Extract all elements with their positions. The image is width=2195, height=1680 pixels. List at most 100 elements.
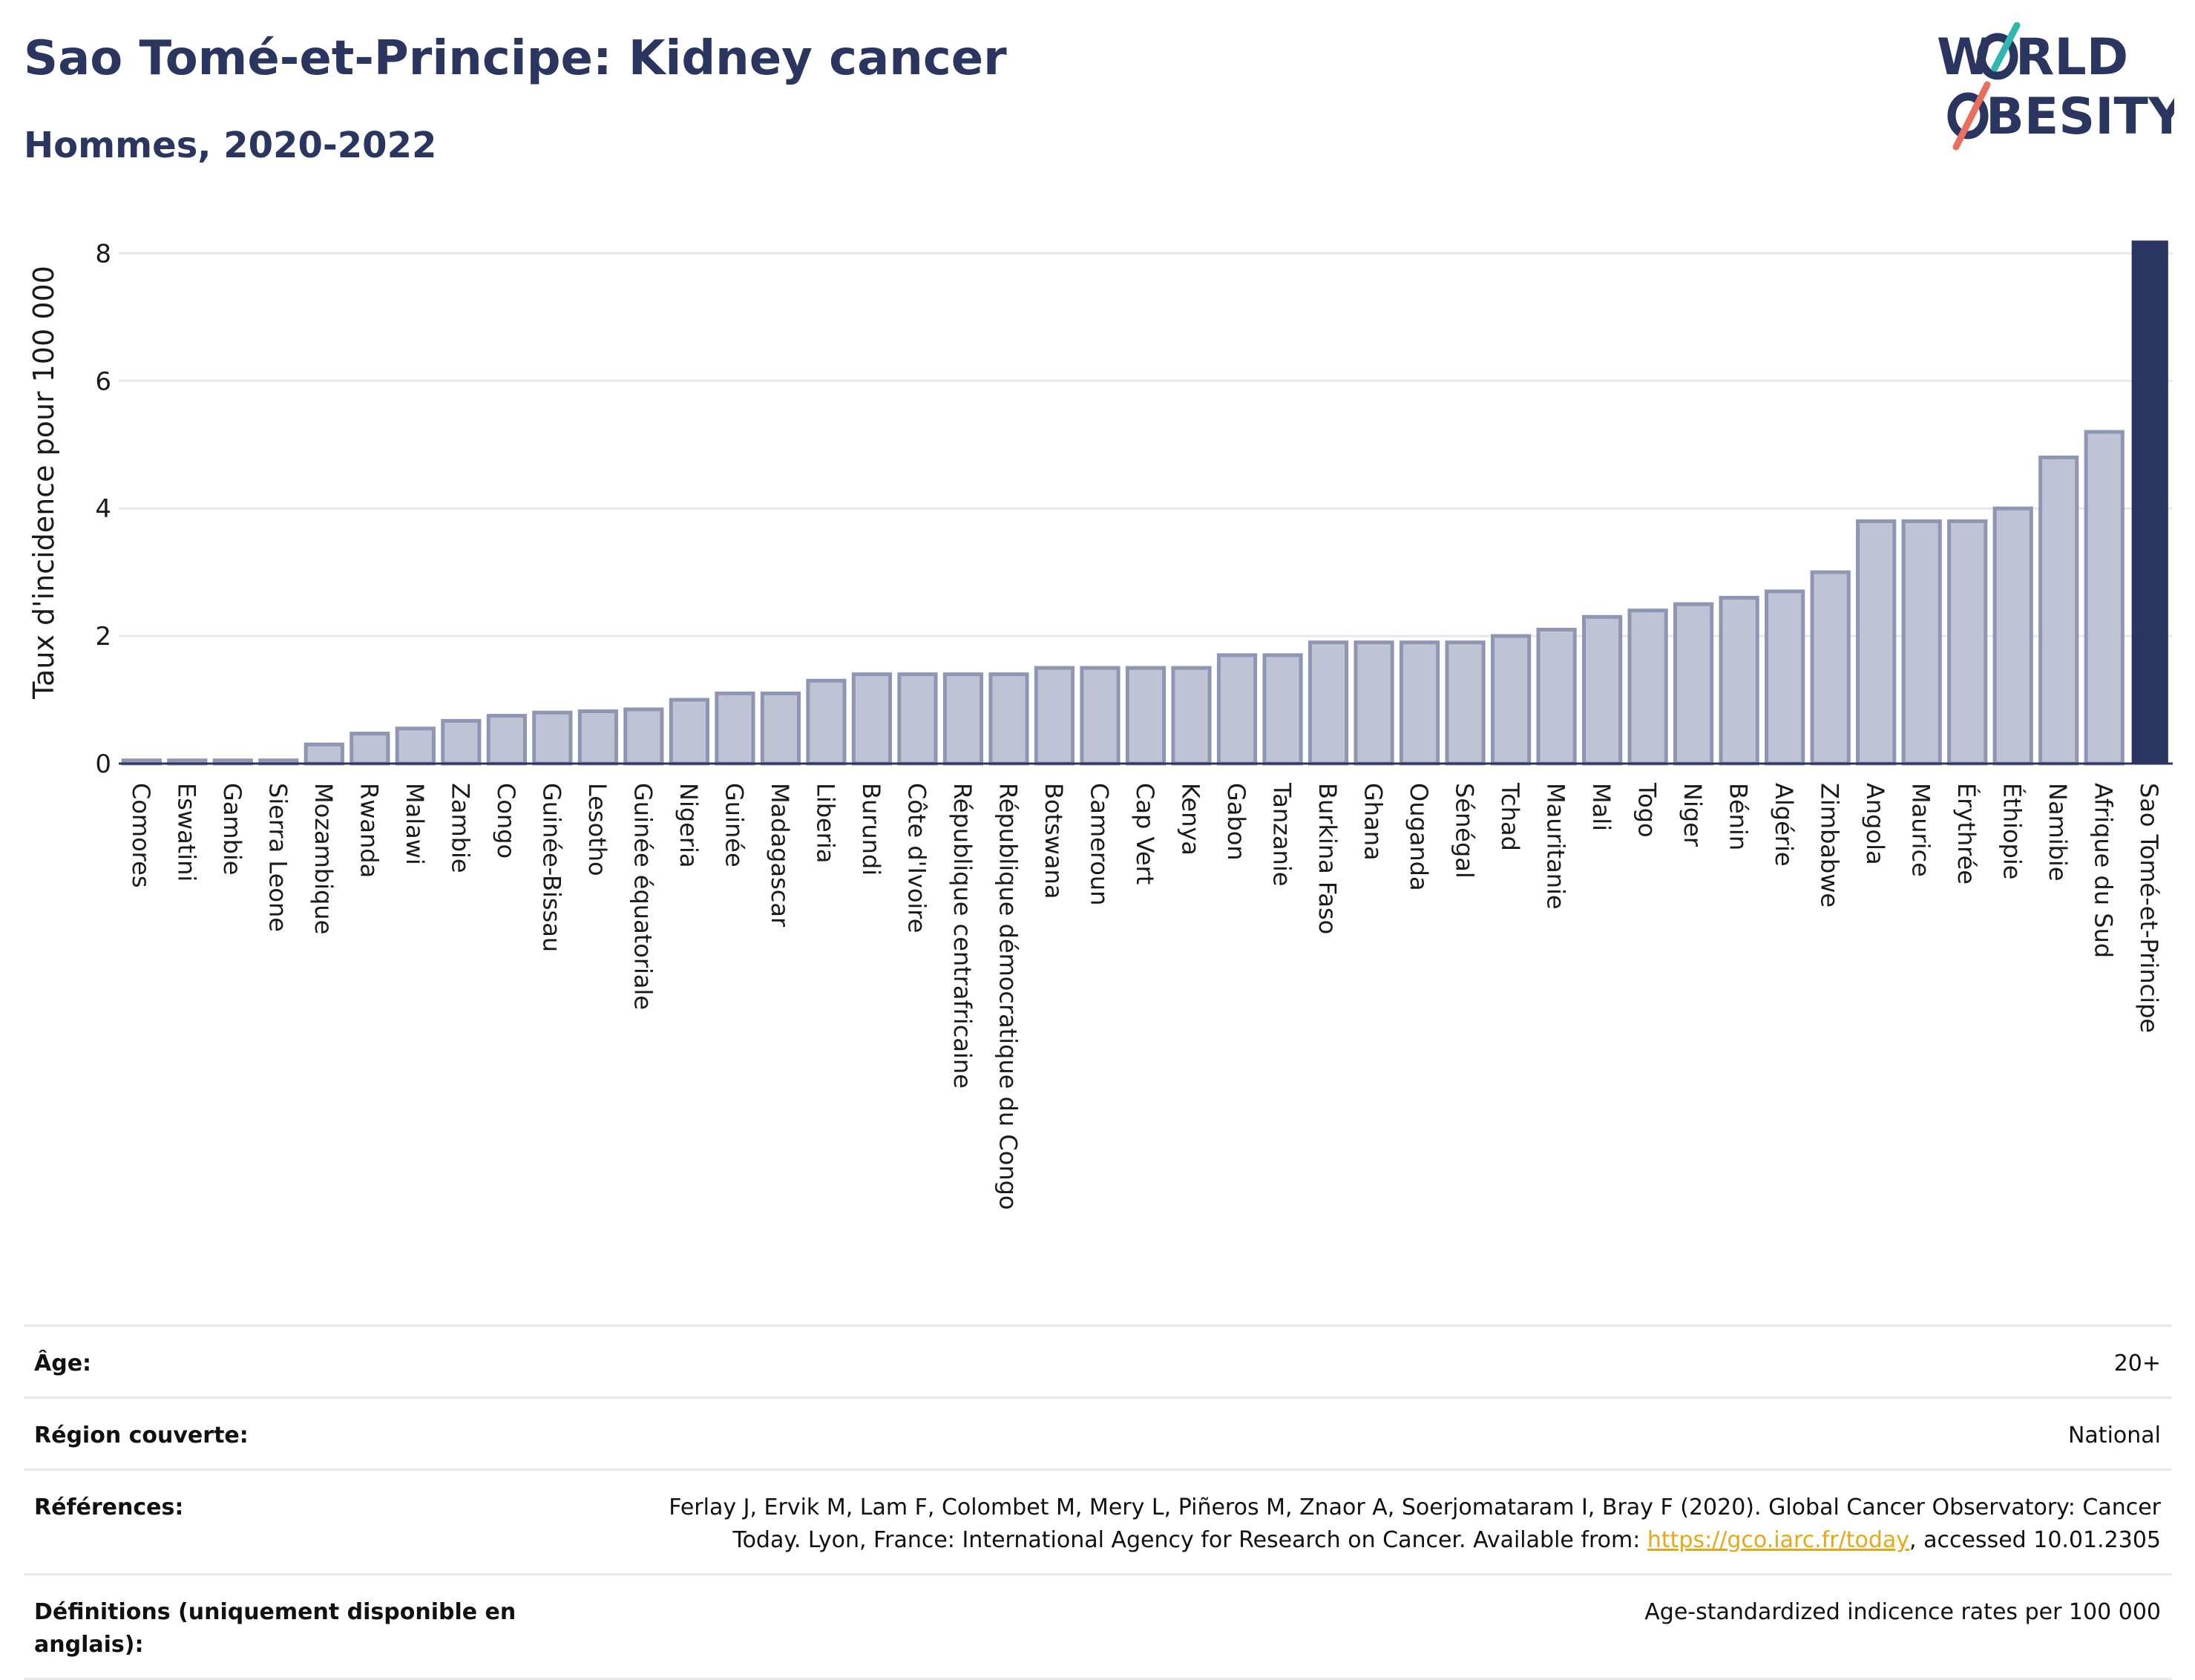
definitions-value: Age-standardized indicence rates per 100…	[1644, 1599, 2161, 1625]
bar-country	[395, 726, 436, 766]
x-tick-label: Zambie	[446, 783, 474, 873]
x-tick-label: Érythrée	[1952, 783, 1981, 885]
x-tick-label: Namibie	[2044, 783, 2072, 882]
bar-country	[1901, 519, 1942, 766]
x-tick-label: Bénin	[1725, 783, 1753, 850]
bar-country	[760, 691, 801, 766]
x-tick-label: Comores	[127, 783, 155, 887]
x-tick-label: Malawi	[401, 783, 429, 865]
x-tick-label: Cameroun	[1085, 783, 1113, 905]
x-tick-label: Burundi	[857, 783, 885, 876]
x-tick-label: Mauritanie	[1542, 783, 1570, 910]
bar-country	[1810, 570, 1851, 766]
x-tick-label: Niger	[1679, 783, 1707, 847]
x-tick-label: République centrafricaine	[948, 783, 977, 1089]
x-tick-label: Afrique du Sud	[2090, 783, 2118, 958]
logo-o-ring	[1977, 33, 2018, 80]
bar-country	[2084, 430, 2125, 766]
x-tick-label: Gabon	[1222, 783, 1250, 861]
bar-country	[486, 714, 527, 766]
bar-country	[441, 718, 482, 766]
bar-country	[1216, 653, 1258, 766]
bar-country	[988, 672, 1029, 766]
bar-chart: 0 2 4 6 8 Comores Eswatini Gambie Sierra Leone M…	[27, 239, 2173, 1210]
bar-country	[1582, 614, 1623, 766]
logo-text-rld: RLD	[2015, 28, 2128, 87]
x-tick-label: Maurice	[1907, 783, 1935, 877]
bar-country	[1765, 589, 1805, 766]
x-tick-label: Nigeria	[675, 783, 703, 867]
x-tick-label: Togo	[1633, 782, 1661, 838]
x-tick-label: Burkina Faso	[1313, 783, 1342, 934]
x-tick-label: Éthiopie	[1998, 783, 2027, 879]
bar-country	[897, 672, 938, 766]
bar-country	[1947, 519, 1988, 766]
references-line-2-post: , accessed 10.01.2305	[1909, 1527, 2161, 1553]
bar-country	[1171, 666, 1212, 766]
x-tick-label: Côte d'Ivoire	[902, 783, 931, 933]
x-tick-label: Guinée équatoriale	[629, 783, 657, 1010]
bar-country	[1673, 602, 1714, 766]
x-tick-label: Lesotho	[583, 783, 611, 876]
logo-text-besity: BESITY	[1986, 88, 2174, 146]
x-tick-label: Rwanda	[355, 783, 383, 878]
bar-country	[577, 709, 618, 766]
bar-country	[942, 672, 984, 766]
x-tick-label: Botswana	[1040, 783, 1068, 899]
bar-country	[304, 742, 344, 766]
bar-country	[2038, 455, 2079, 766]
bar-country	[532, 710, 573, 766]
bar-country	[1399, 640, 1440, 766]
x-tick-label: Guinée	[720, 783, 748, 867]
x-tick-label: Sénégal	[1451, 783, 1479, 879]
bar-country	[1262, 653, 1303, 766]
y-tick-label: 0	[95, 749, 111, 779]
bar-country	[806, 678, 847, 766]
x-tick-label: Cap Vert	[1131, 783, 1159, 885]
x-tick-label: Liberia	[811, 783, 839, 863]
bar-country	[1490, 634, 1532, 766]
bar-country	[715, 691, 755, 766]
bar-country	[1992, 506, 2033, 766]
bar-country	[1627, 608, 1668, 766]
x-tick-label: République démocratique du Congo	[994, 783, 1022, 1210]
x-tick-label: Eswatini	[172, 783, 200, 882]
bar-country	[1125, 666, 1167, 766]
x-tick-label: Ouganda	[1405, 783, 1433, 891]
bar-country	[1308, 640, 1349, 766]
logo-slash-coral	[1952, 81, 1991, 151]
references-line-2-pre: Today. Lyon, France: International Agenc…	[732, 1527, 1647, 1553]
x-tick-label: Zimbabwe	[1816, 783, 1844, 908]
y-axis-title: Taux d'incidence pour 100 000	[27, 266, 60, 700]
references-line-1: Ferlay J, Ervik M, Lam F, Colombet M, Me…	[669, 1494, 2161, 1520]
x-tick-label: Sierra Leone	[263, 783, 292, 932]
y-tick-label: 4	[95, 494, 111, 524]
x-tick-label: Tanzanie	[1268, 782, 1296, 886]
references-label: Références:	[34, 1494, 184, 1520]
references-value: Ferlay J, Ervik M, Lam F, Colombet M, Me…	[531, 1470, 2171, 1575]
bar-country	[1354, 640, 1394, 766]
meta-row-definitions: Définitions (uniquement disponible en an…	[24, 1574, 2171, 1679]
references-link[interactable]: https://gco.iarc.fr/today	[1647, 1527, 1910, 1553]
x-tick-label: Angola	[1861, 783, 1889, 865]
x-tick-label: Sao Tomé-et-Principe	[2135, 783, 2163, 1033]
x-tick-label: Algérie	[1770, 783, 1798, 867]
x-axis-labels: Comores Eswatini Gambie Sierra Leone Mozambi…	[127, 782, 2163, 1210]
definitions-label: Définitions (uniquement disponible en an…	[34, 1599, 516, 1658]
page-subtitle: Hommes, 2020-2022	[24, 125, 437, 166]
x-tick-label: Mali	[1587, 783, 1615, 831]
bar-country	[623, 707, 664, 766]
x-tick-label: Kenya	[1177, 783, 1205, 856]
y-tick-label: 8	[95, 239, 111, 269]
bar-country	[1445, 640, 1486, 766]
metadata-table: Âge: 20+ Région couverte: National Référ…	[24, 1325, 2171, 1680]
x-tick-label: Mozambique	[309, 783, 338, 934]
age-value: 20+	[2113, 1351, 2161, 1377]
bar-country	[350, 732, 390, 766]
bar-country	[1719, 596, 1759, 766]
bar-country	[1080, 666, 1121, 766]
x-tick-label: Guinée-Bissau	[537, 783, 565, 952]
region-value: National	[2067, 1423, 2161, 1448]
bars	[121, 240, 2168, 766]
bar-country	[1536, 628, 1577, 766]
